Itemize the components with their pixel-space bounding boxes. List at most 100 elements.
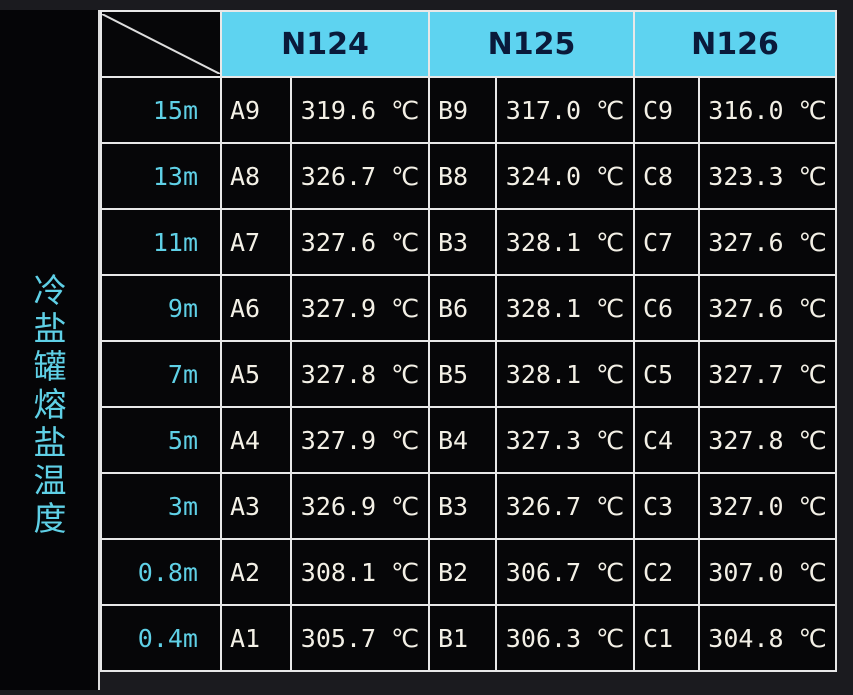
temperature-value: 327.9 ℃ bbox=[290, 406, 430, 474]
temperature-value: 327.6 ℃ bbox=[698, 274, 837, 342]
side-title: 冷盐罐熔盐温度 bbox=[33, 271, 67, 538]
temperature-value: 305.7 ℃ bbox=[290, 604, 430, 672]
temperature-value: 324.0 ℃ bbox=[495, 142, 635, 210]
sensor-id: A5 bbox=[220, 340, 292, 408]
sensor-id: A8 bbox=[220, 142, 292, 210]
temperature-value: 328.1 ℃ bbox=[495, 208, 635, 276]
sensor-id: C5 bbox=[633, 340, 700, 408]
sensor-id: C2 bbox=[633, 538, 700, 606]
unit: ℃ bbox=[596, 491, 625, 521]
level-label: 0.8m bbox=[100, 538, 222, 606]
sensor-id: C7 bbox=[633, 208, 700, 276]
level-label: 13m bbox=[100, 142, 222, 210]
unit: ℃ bbox=[391, 491, 420, 521]
sensor-id: B6 bbox=[428, 274, 497, 342]
unit: ℃ bbox=[391, 623, 420, 653]
sensor-id: B3 bbox=[428, 208, 497, 276]
unit: ℃ bbox=[391, 227, 420, 257]
temperature-value: 327.3 ℃ bbox=[495, 406, 635, 474]
table-row: 5m A4 327.9 ℃ B4 327.3 ℃ C4 327.8 ℃ bbox=[100, 406, 837, 474]
level-label: 0.4m bbox=[100, 604, 222, 672]
temperature-value: 328.1 ℃ bbox=[495, 340, 635, 408]
temperature-value: 326.7 ℃ bbox=[290, 142, 430, 210]
temperature-value: 306.7 ℃ bbox=[495, 538, 635, 606]
sensor-id: A6 bbox=[220, 274, 292, 342]
unit: ℃ bbox=[596, 359, 625, 389]
temperature-value: 323.3 ℃ bbox=[698, 142, 837, 210]
temperature-value: 307.0 ℃ bbox=[698, 538, 837, 606]
sensor-id: C3 bbox=[633, 472, 700, 540]
temperature-value: 306.3 ℃ bbox=[495, 604, 635, 672]
temperature-value: 326.7 ℃ bbox=[495, 472, 635, 540]
sensor-id: A9 bbox=[220, 76, 292, 144]
level-label: 3m bbox=[100, 472, 222, 540]
temperature-value: 327.6 ℃ bbox=[698, 208, 837, 276]
temperature-value: 317.0 ℃ bbox=[495, 76, 635, 144]
temperature-value: 328.1 ℃ bbox=[495, 274, 635, 342]
table-row: 7m A5 327.8 ℃ B5 328.1 ℃ C5 327.7 ℃ bbox=[100, 340, 837, 408]
unit: ℃ bbox=[798, 161, 827, 191]
sensor-id: B5 bbox=[428, 340, 497, 408]
unit: ℃ bbox=[391, 425, 420, 455]
unit: ℃ bbox=[391, 359, 420, 389]
header-row: N124 N125 N126 bbox=[100, 10, 837, 78]
temperature-value: 327.0 ℃ bbox=[698, 472, 837, 540]
table-row: 3m A3 326.9 ℃ B3 326.7 ℃ C3 327.0 ℃ bbox=[100, 472, 837, 540]
corner-cell bbox=[100, 10, 222, 78]
sensor-id: B3 bbox=[428, 472, 497, 540]
unit: ℃ bbox=[596, 557, 625, 587]
unit: ℃ bbox=[596, 227, 625, 257]
sensor-id: A7 bbox=[220, 208, 292, 276]
temperature-value: 327.8 ℃ bbox=[290, 340, 430, 408]
level-label: 11m bbox=[100, 208, 222, 276]
sensor-id: C9 bbox=[633, 76, 700, 144]
unit: ℃ bbox=[391, 161, 420, 191]
sensor-id: A4 bbox=[220, 406, 292, 474]
temperature-value: 319.6 ℃ bbox=[290, 76, 430, 144]
table-row: 15m A9 319.6 ℃ B9 317.0 ℃ C9 316.0 ℃ bbox=[100, 76, 837, 144]
table-row: 9m A6 327.9 ℃ B6 328.1 ℃ C6 327.6 ℃ bbox=[100, 274, 837, 342]
sensor-id: C1 bbox=[633, 604, 700, 672]
unit: ℃ bbox=[798, 425, 827, 455]
level-label: 7m bbox=[100, 340, 222, 408]
header-n126: N126 bbox=[633, 10, 837, 78]
temperature-table: N124 N125 N126 15m A9 319.6 ℃ B9 317.0 ℃ C9 31… bbox=[100, 10, 837, 672]
unit: ℃ bbox=[596, 161, 625, 191]
temperature-value: 327.8 ℃ bbox=[698, 406, 837, 474]
unit: ℃ bbox=[798, 359, 827, 389]
sensor-id: B2 bbox=[428, 538, 497, 606]
sensor-id: B1 bbox=[428, 604, 497, 672]
temperature-value: 326.9 ℃ bbox=[290, 472, 430, 540]
side-panel: 冷盐罐熔盐温度 bbox=[0, 10, 100, 690]
unit: ℃ bbox=[391, 557, 420, 587]
temperature-value: 327.9 ℃ bbox=[290, 274, 430, 342]
temperature-value: 304.8 ℃ bbox=[698, 604, 837, 672]
table-row: 13m A8 326.7 ℃ B8 324.0 ℃ C8 323.3 ℃ bbox=[100, 142, 837, 210]
sensor-id: A1 bbox=[220, 604, 292, 672]
unit: ℃ bbox=[798, 491, 827, 521]
level-label: 9m bbox=[100, 274, 222, 342]
sensor-id: B8 bbox=[428, 142, 497, 210]
table-row: 11m A7 327.6 ℃ B3 328.1 ℃ C7 327.6 ℃ bbox=[100, 208, 837, 276]
temperature-value: 327.7 ℃ bbox=[698, 340, 837, 408]
sensor-id: B9 bbox=[428, 76, 497, 144]
unit: ℃ bbox=[596, 95, 625, 125]
unit: ℃ bbox=[798, 557, 827, 587]
table-row: 0.4m A1 305.7 ℃ B1 306.3 ℃ C1 304.8 ℃ bbox=[100, 604, 837, 672]
unit: ℃ bbox=[798, 623, 827, 653]
table-row: 0.8m A2 308.1 ℃ B2 306.7 ℃ C2 307.0 ℃ bbox=[100, 538, 837, 606]
header-n125: N125 bbox=[428, 10, 635, 78]
unit: ℃ bbox=[596, 293, 625, 323]
unit: ℃ bbox=[391, 293, 420, 323]
temperature-value: 327.6 ℃ bbox=[290, 208, 430, 276]
unit: ℃ bbox=[596, 623, 625, 653]
temperature-value: 316.0 ℃ bbox=[698, 76, 837, 144]
sensor-id: C4 bbox=[633, 406, 700, 474]
unit: ℃ bbox=[798, 95, 827, 125]
level-label: 15m bbox=[100, 76, 222, 144]
sensor-id: A2 bbox=[220, 538, 292, 606]
temperature-value: 308.1 ℃ bbox=[290, 538, 430, 606]
sensor-id: C8 bbox=[633, 142, 700, 210]
unit: ℃ bbox=[391, 95, 420, 125]
header-n124: N124 bbox=[220, 10, 430, 78]
